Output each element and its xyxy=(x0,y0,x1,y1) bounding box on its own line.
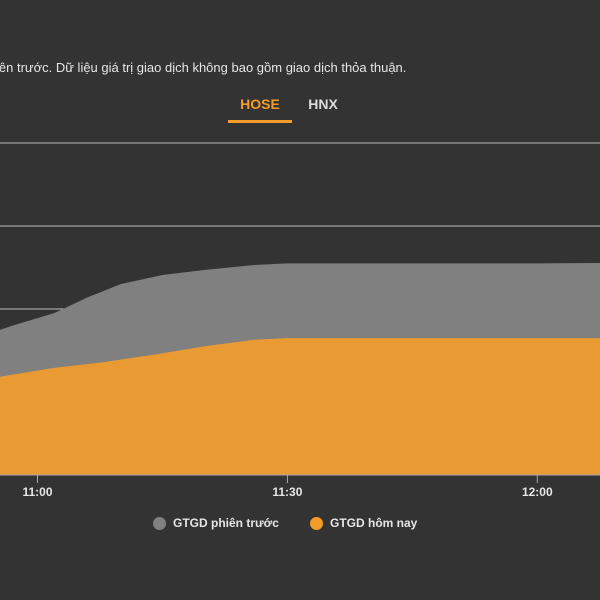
tab-hose[interactable]: HOSE xyxy=(228,96,292,123)
legend-label-today: GTGD hôm nay xyxy=(330,516,418,530)
x-tick-label-3: 12:00 xyxy=(522,485,553,499)
exchange-tabs: HOSE HNX xyxy=(0,96,600,126)
legend-dot-previous xyxy=(153,516,166,530)
legend-item-today[interactable]: GTGD hôm nay xyxy=(310,516,417,530)
chart-note: iên trước. Dữ liệu giá trị giao dịch khô… xyxy=(0,60,407,75)
chart-legend: GTGD phiên trước GTGD hôm nay xyxy=(0,516,600,536)
tab-hnx[interactable]: HNX xyxy=(308,96,338,112)
legend-label-previous: GTGD phiên trước xyxy=(173,516,279,530)
x-tick-label-2: 11:30 xyxy=(272,485,302,499)
x-tick-label-1: 11:00 xyxy=(22,485,52,499)
legend-dot-today xyxy=(310,516,323,530)
legend-item-previous[interactable]: GTGD phiên trước xyxy=(153,516,279,530)
area-today xyxy=(0,338,600,475)
